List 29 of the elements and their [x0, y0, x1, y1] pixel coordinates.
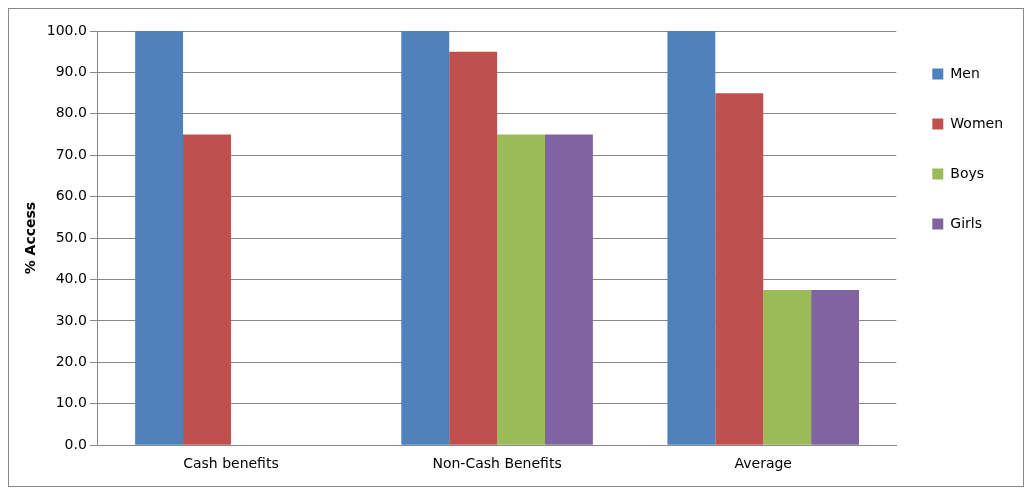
x-tick-label: Non-Cash Benefits — [432, 455, 562, 472]
bar — [715, 93, 764, 445]
bar — [811, 289, 860, 445]
y-tick-label: 10.0 — [55, 394, 87, 411]
bar — [763, 289, 812, 445]
y-tick-label: 30.0 — [55, 311, 87, 328]
x-tick-label: Cash benefits — [183, 455, 279, 472]
bar — [497, 134, 545, 445]
bar — [401, 31, 450, 445]
bar — [667, 31, 716, 445]
legend-label: Men — [950, 64, 980, 81]
y-axis-title: % Access — [22, 201, 39, 275]
y-tick-label: 50.0 — [55, 228, 87, 245]
y-tick-label: 100.0 — [46, 21, 87, 38]
y-tick-label: 60.0 — [55, 187, 87, 204]
y-tick-label: 70.0 — [55, 145, 87, 162]
legend-label: Boys — [950, 164, 985, 181]
y-tick-label: 20.0 — [55, 353, 87, 369]
bar — [449, 51, 498, 445]
y-tick-label: 40.0 — [55, 270, 87, 287]
legend-label: Women — [950, 114, 1004, 131]
y-tick-label: 90.0 — [55, 63, 87, 80]
bar — [135, 31, 184, 445]
y-tick-label: 0.0 — [64, 435, 87, 452]
legend-label: Girls — [950, 214, 982, 231]
bar — [544, 134, 593, 445]
bar — [183, 134, 231, 445]
y-tick-label: 80.0 — [55, 104, 87, 121]
x-tick-label: Average — [734, 455, 792, 472]
